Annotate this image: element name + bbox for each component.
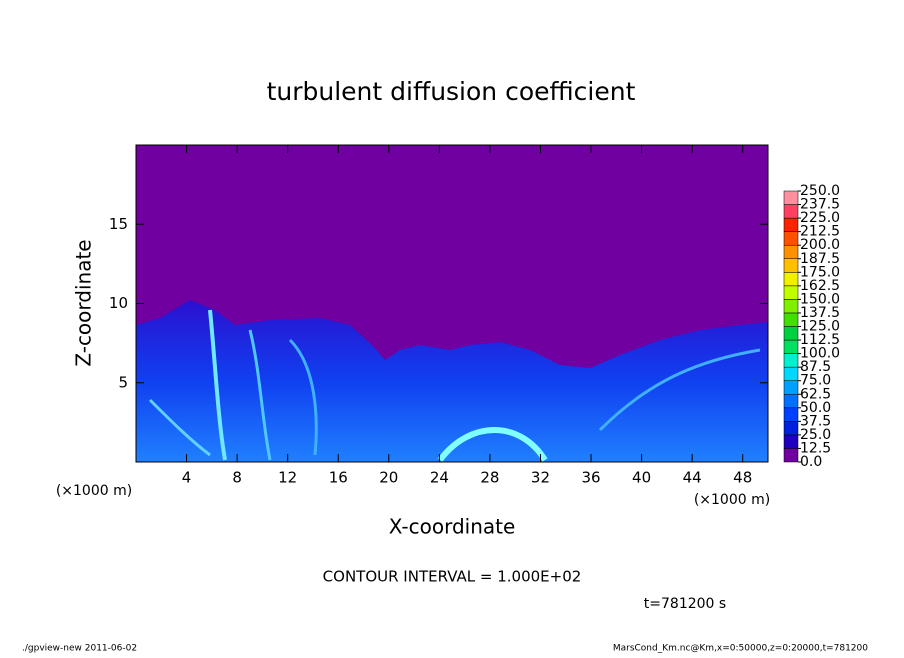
- colorbar-label: 212.5: [800, 224, 840, 240]
- colorbar-label: 112.5: [800, 332, 840, 348]
- colorbar-label: 237.5: [800, 197, 840, 213]
- colorbar-label: 250.0: [800, 183, 840, 199]
- colorbar-label: 175.0: [800, 264, 840, 280]
- colorbar-label: 12.5: [800, 440, 831, 456]
- y-tick-label: 10: [109, 294, 128, 312]
- colorbar-label: 200.0: [800, 237, 840, 253]
- colorbar-box: [783, 204, 799, 219]
- colorbar-box: [783, 217, 799, 232]
- colorbar-box: [783, 312, 799, 327]
- colorbar-box: [783, 366, 799, 381]
- colorbar-label: 187.5: [800, 251, 840, 267]
- x-unit-label: (×1000 m): [694, 492, 770, 508]
- y-axis-label: Z-coordinate: [72, 239, 96, 366]
- colorbar-box: [783, 244, 799, 259]
- colorbar-box: [783, 434, 799, 449]
- colorbar-label: 100.0: [800, 346, 840, 362]
- colorbar-label: 0.0: [800, 454, 822, 470]
- colorbar-box: [783, 421, 799, 436]
- colorbar-box: [783, 394, 799, 409]
- colorbar-box: [783, 231, 799, 246]
- colorbar-box: [783, 272, 799, 287]
- x-tick-label: 40: [632, 469, 651, 487]
- colorbar-box: [783, 339, 799, 354]
- colorbar-box: [783, 407, 799, 422]
- colorbar-label: 62.5: [800, 386, 831, 402]
- colorbar-label: 25.0: [800, 427, 831, 443]
- time-label: t=781200 s: [644, 596, 726, 612]
- y-tick-label: 5: [118, 373, 128, 391]
- colorbar-box: [783, 299, 799, 314]
- x-tick-label: 20: [379, 469, 398, 487]
- chart-title: turbulent diffusion coefficient: [267, 77, 636, 106]
- x-axis-label: X-coordinate: [389, 515, 516, 539]
- footer-right: MarsCond_Km.nc@Km,x=0:50000,z=0:20000,t=…: [613, 644, 868, 654]
- colorbar-box: [783, 448, 799, 463]
- colorbar-label: 125.0: [800, 319, 840, 335]
- x-tick-label: 12: [278, 469, 297, 487]
- colorbar-box: [783, 258, 799, 273]
- footer-left: ./gpview-new 2011-06-02: [22, 644, 137, 654]
- x-tick-label: 48: [733, 469, 752, 487]
- colorbar-label: 50.0: [800, 400, 831, 416]
- colorbar-label: 37.5: [800, 413, 831, 429]
- contour-interval: CONTOUR INTERVAL = 1.000E+02: [323, 568, 582, 586]
- x-tick-label: 32: [531, 469, 550, 487]
- colorbar-box: [783, 380, 799, 395]
- colorbar-label: 137.5: [800, 305, 840, 321]
- colorbar-box: [783, 326, 799, 341]
- x-tick-label: 24: [430, 469, 449, 487]
- colorbar-box: [783, 353, 799, 368]
- colorbar-label: 87.5: [800, 359, 831, 375]
- colorbar-box: [783, 285, 799, 300]
- colorbar-label: 162.5: [800, 278, 840, 294]
- x-tick-label: 36: [581, 469, 600, 487]
- colorbar-label: 150.0: [800, 291, 840, 307]
- colorbar-label: 225.0: [800, 210, 840, 226]
- field: [136, 300, 768, 462]
- colorbar-label: 75.0: [800, 373, 831, 389]
- x-tick-label: 4: [182, 469, 192, 487]
- x-unit-label: (×1000 m): [56, 483, 132, 499]
- x-tick-label: 8: [232, 469, 242, 487]
- y-tick-label: 15: [109, 215, 128, 233]
- x-tick-label: 16: [329, 469, 348, 487]
- x-tick-label: 44: [683, 469, 702, 487]
- colorbar-box: [783, 190, 799, 205]
- x-tick-label: 28: [480, 469, 499, 487]
